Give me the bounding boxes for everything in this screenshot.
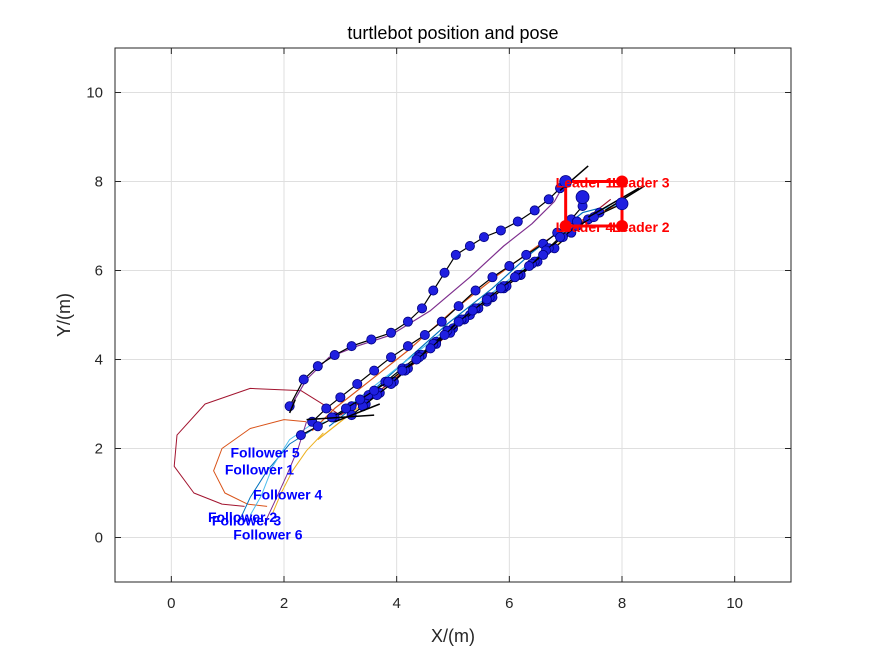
follower-label: Follower 4 <box>253 487 322 503</box>
pose-line <box>587 187 640 218</box>
robot-position-marker <box>439 330 450 341</box>
x-tick-label: 10 <box>726 595 743 612</box>
follower-label: Follower 1 <box>225 461 294 477</box>
robot-position-marker <box>481 294 492 305</box>
robot-position-marker <box>453 301 464 312</box>
y-tick-label: 8 <box>95 174 103 191</box>
grid-lines <box>115 48 791 582</box>
x-tick-label: 6 <box>505 595 513 612</box>
leader-marker <box>616 220 628 232</box>
initial-curve <box>272 432 324 514</box>
follower-label: Follower 5 <box>230 444 299 460</box>
robot-position-marker <box>312 361 323 372</box>
robot-position-marker <box>464 241 475 252</box>
robot-position-marker <box>495 225 506 236</box>
follower-label: Follower 2 <box>208 509 277 525</box>
robot-position-marker <box>453 316 464 327</box>
robot-position-marker <box>538 249 549 260</box>
x-tick-label: 2 <box>280 595 288 612</box>
robot-position-marker <box>487 272 498 283</box>
robot-position-marker <box>555 232 566 243</box>
robot-position-marker <box>312 421 323 432</box>
robot-position-marker <box>439 267 450 278</box>
robot-position-marker <box>467 305 478 316</box>
chart-title: turtlebot position and pose <box>347 23 558 43</box>
robot-position-marker <box>543 194 554 205</box>
robot-position-marker <box>411 354 422 365</box>
robot-position-marker <box>559 175 573 188</box>
centroid-marker <box>575 190 590 204</box>
plot-area <box>115 48 791 582</box>
x-tick-label: 4 <box>392 595 400 612</box>
y-tick-label: 0 <box>95 530 103 547</box>
robot-position-marker <box>512 216 523 227</box>
robot-position-marker <box>495 283 506 294</box>
pose-line <box>306 414 375 421</box>
robot-position-marker <box>298 374 309 385</box>
robot-position-marker <box>450 249 461 260</box>
robot-position-marker <box>521 249 532 260</box>
robot-position-marker <box>369 365 380 376</box>
y-tick-label: 4 <box>95 352 103 369</box>
leader-label: Leader 2 <box>612 219 670 235</box>
robot-position-marker <box>524 261 535 272</box>
robot-position-marker <box>615 197 629 211</box>
initial-curve <box>213 419 307 507</box>
leader-label: Leader 4 <box>556 219 614 235</box>
robot-position-marker <box>346 341 357 352</box>
robot-position-marker <box>529 205 540 216</box>
robot-position-marker <box>419 330 430 341</box>
axis-ticks: 0 2 4 6 8 10 0 2 4 6 8 10 <box>86 48 791 612</box>
robot-position-marker <box>402 341 413 352</box>
robot-position-marker <box>335 392 346 403</box>
robot-position-marker <box>383 376 394 387</box>
y-tick-label: 2 <box>95 441 103 458</box>
robot-position-marker <box>509 272 520 283</box>
robot-position-marker <box>397 365 408 376</box>
robot-position-marker <box>340 403 351 414</box>
pose-line <box>334 403 381 423</box>
leader-marker <box>616 175 628 188</box>
robot-position-marker <box>428 285 439 296</box>
x-tick-label: 8 <box>618 595 626 612</box>
leader-formation <box>559 175 629 232</box>
leader-marker <box>559 220 572 232</box>
robot-position-marker <box>295 430 306 441</box>
y-axis-label: Y/(m) <box>54 293 74 337</box>
robot-position-marker <box>470 285 481 296</box>
plot-frame <box>114 47 792 583</box>
robot-position-marker <box>386 327 397 338</box>
follower-label: Follower 6 <box>233 527 302 543</box>
robot-position-marker <box>329 350 340 361</box>
robot-position-marker <box>504 261 515 272</box>
x-axis-label: X/(m) <box>431 626 475 646</box>
robot-position-marker <box>321 403 332 414</box>
robot-position-marker <box>352 378 363 389</box>
robot-position-marker <box>478 232 489 243</box>
y-tick-label: 6 <box>95 263 103 280</box>
y-tick-label: 10 <box>86 85 103 102</box>
leader-label: Leader 3 <box>612 175 670 191</box>
pose-line <box>288 399 296 414</box>
robot-path-line <box>331 254 544 418</box>
robot-position-marker <box>425 343 436 354</box>
leader-label: Leader 1 <box>556 175 614 191</box>
robot-position-marker <box>366 334 377 345</box>
x-tick-label: 0 <box>167 595 175 612</box>
robot-position-marker <box>369 385 380 396</box>
robot-position-marker <box>402 316 413 327</box>
robot-position-marker <box>386 352 397 363</box>
robot-position-marker <box>417 303 428 314</box>
follower-label: Follower 3 <box>212 512 281 528</box>
robot-position-marker <box>436 316 447 327</box>
initial-curve <box>173 387 341 507</box>
robot-position-marker <box>355 394 366 405</box>
